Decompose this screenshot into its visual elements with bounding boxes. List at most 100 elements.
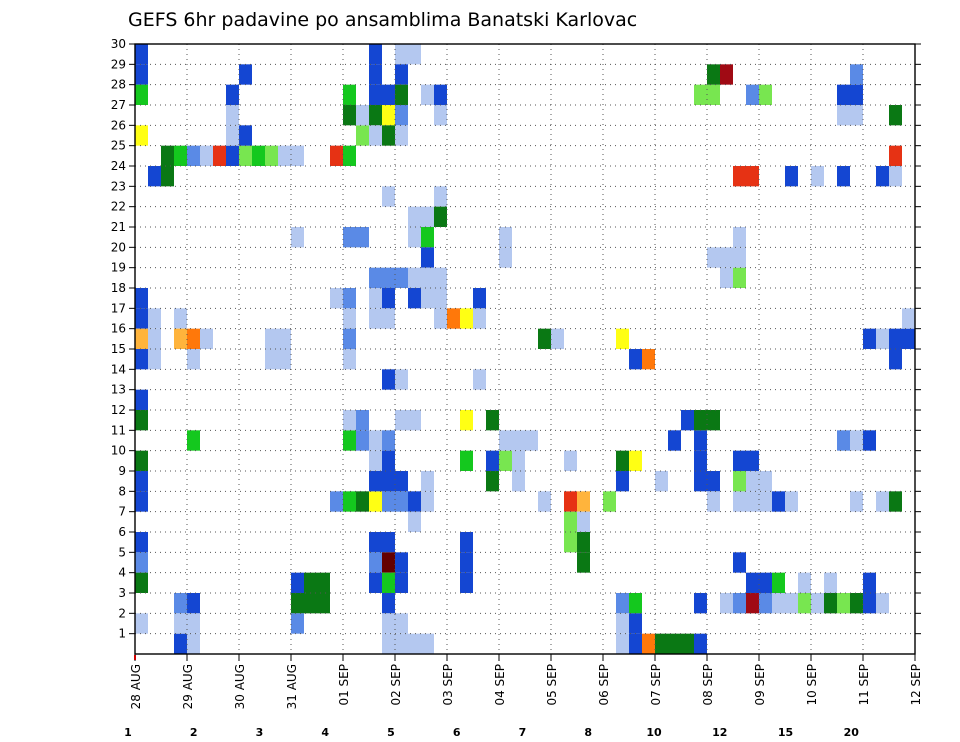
heat-cell: [395, 471, 408, 492]
heat-cell: [265, 328, 278, 349]
x-tick-label: 30 AUG: [233, 664, 247, 709]
heat-cell: [759, 471, 772, 492]
y-tick-label: 25: [111, 139, 126, 153]
heat-cell: [460, 572, 473, 593]
heat-cell: [382, 552, 395, 573]
heat-cell: [642, 349, 655, 370]
heat-cell: [876, 491, 889, 512]
x-tick-label: 10 SEP: [805, 664, 819, 706]
heat-cell: [291, 593, 304, 614]
heat-cell: [460, 532, 473, 553]
heat-cell: [343, 430, 356, 451]
heat-cell: [317, 593, 330, 614]
heat-cell: [759, 572, 772, 593]
heat-cell: [850, 491, 863, 512]
heat-cell: [395, 572, 408, 593]
heat-cell: [408, 511, 421, 532]
heat-cell: [382, 491, 395, 512]
heat-cell: [538, 491, 551, 512]
heat-cell: [408, 227, 421, 248]
heat-cell: [382, 267, 395, 288]
heat-cell: [889, 166, 902, 187]
heat-cell: [343, 145, 356, 166]
heat-cell: [837, 84, 850, 105]
heat-cell: [369, 430, 382, 451]
heat-cell: [733, 593, 746, 614]
legend-label: 15: [778, 726, 793, 739]
heat-cell: [837, 105, 850, 126]
heat-cell: [486, 410, 499, 431]
legend-label: 6: [453, 726, 461, 739]
heat-cell: [369, 125, 382, 146]
heat-cell: [564, 491, 577, 512]
heat-cell: [395, 369, 408, 390]
heat-cell: [265, 145, 278, 166]
legend-label: 20: [844, 726, 860, 739]
heat-cell: [603, 491, 616, 512]
heat-cell: [135, 328, 148, 349]
heat-cell: [382, 471, 395, 492]
heat-cell: [382, 186, 395, 207]
heat-cell: [564, 532, 577, 553]
heat-cell: [135, 572, 148, 593]
y-tick-label: 30: [111, 37, 126, 51]
y-tick-label: 19: [111, 261, 126, 275]
heat-cell: [434, 105, 447, 126]
heat-cell: [447, 308, 460, 329]
legend-label: 5: [387, 726, 395, 739]
heat-cell: [135, 308, 148, 329]
heat-cell: [746, 593, 759, 614]
heat-cell: [135, 450, 148, 471]
heat-cell: [837, 166, 850, 187]
heat-cell: [889, 491, 902, 512]
y-tick-label: 6: [118, 525, 126, 539]
heat-cell: [265, 349, 278, 370]
heat-cell: [187, 145, 200, 166]
heat-cell: [187, 613, 200, 634]
heat-cell: [837, 593, 850, 614]
heat-cell: [746, 450, 759, 471]
y-tick-label: 10: [111, 444, 126, 458]
heat-cell: [421, 633, 434, 654]
heat-cell: [876, 166, 889, 187]
heat-cell: [148, 308, 161, 329]
heat-cell: [395, 44, 408, 65]
heat-cell: [629, 593, 642, 614]
legend-label: 4: [321, 726, 329, 739]
heat-cell: [278, 328, 291, 349]
x-tick-label: 06 SEP: [597, 664, 611, 706]
heat-cell: [135, 389, 148, 410]
heat-cell: [135, 532, 148, 553]
heat-cell: [551, 328, 564, 349]
heat-cell: [369, 450, 382, 471]
heat-cell: [707, 64, 720, 85]
heat-cell: [226, 145, 239, 166]
y-tick-label: 27: [111, 98, 126, 112]
y-tick-label: 3: [118, 586, 126, 600]
legend-label: 10: [646, 726, 662, 739]
heat-cell: [369, 471, 382, 492]
legend-label: 12: [712, 726, 727, 739]
heat-cell: [174, 145, 187, 166]
x-tick-label: 29 AUG: [181, 664, 195, 709]
heat-cell: [694, 450, 707, 471]
heat-cell: [330, 491, 343, 512]
y-tick-label: 8: [118, 484, 126, 498]
heat-cell: [629, 633, 642, 654]
heat-cell: [135, 44, 148, 65]
heat-cell: [382, 430, 395, 451]
grid-layer: [135, 43, 915, 654]
heat-cell: [863, 430, 876, 451]
heat-cell: [135, 84, 148, 105]
chart-title: GEFS 6hr padavine po ansamblima Banatski…: [128, 9, 637, 31]
y-tick-label: 14: [111, 362, 126, 376]
heat-cell: [564, 450, 577, 471]
heat-cell: [343, 491, 356, 512]
x-tick-label: 28 AUG: [129, 664, 143, 709]
heat-cell: [499, 247, 512, 268]
y-tick-label: 1: [118, 627, 126, 641]
heat-cell: [746, 84, 759, 105]
heat-cell: [408, 44, 421, 65]
heat-cell: [421, 84, 434, 105]
heat-cell: [616, 633, 629, 654]
